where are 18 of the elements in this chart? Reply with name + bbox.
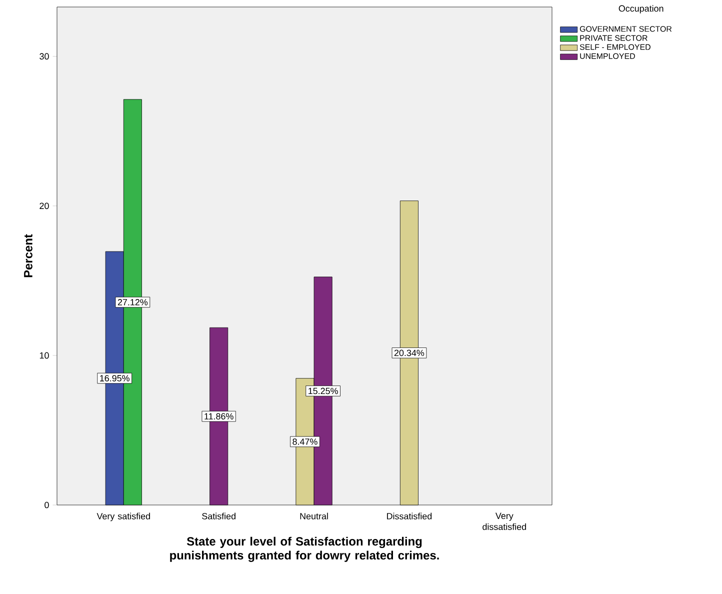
data-label: 16.95% xyxy=(100,375,130,382)
data-label: 27.12% xyxy=(118,299,148,306)
data-label: 8.47% xyxy=(292,438,318,445)
legend-title: Occupation xyxy=(618,5,664,14)
x-tick-label: Neutral xyxy=(300,512,328,520)
x-axis-title: State your level of Satisfaction regarding punishments granted for dowry related crimes. xyxy=(170,536,439,562)
data-label: 20.34% xyxy=(394,350,424,356)
data-label: 11.86% xyxy=(204,413,234,420)
x-tick-label: Very dissatisfied xyxy=(482,512,526,530)
x-tick-label: Very satisfied xyxy=(96,512,150,522)
y-axis-title: Percent xyxy=(24,234,32,278)
y-tick-label: 10 xyxy=(40,352,49,359)
x-tick-label: Satisfied xyxy=(202,512,236,520)
y-tick-label: 20 xyxy=(40,202,49,210)
y-tick-label: 30 xyxy=(40,53,49,60)
data-label: 15.25% xyxy=(308,388,338,394)
x-tick-label: Dissatisfied xyxy=(387,512,432,520)
y-tick-label: 0 xyxy=(44,502,49,508)
